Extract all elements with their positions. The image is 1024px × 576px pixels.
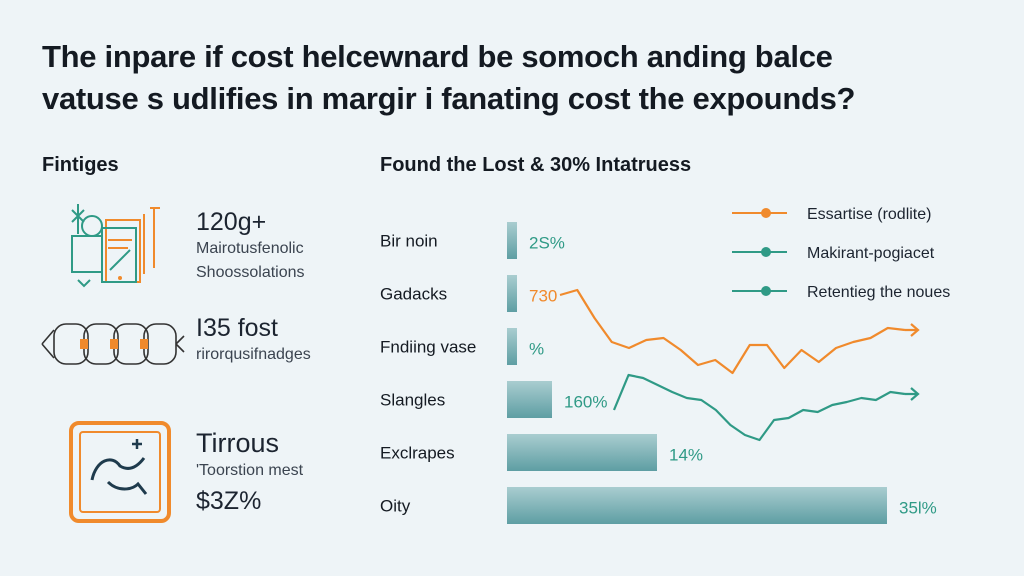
bar-category-label: Exclrapes [380,444,455,463]
stat-1-line-1: Mairotusfenolic [196,240,304,257]
stat-3-extra: $3Z% [196,487,262,515]
legend-marker [761,286,771,296]
legend-marker [761,208,771,218]
line-series [559,288,906,375]
bar-value-label: 160% [564,393,607,412]
legend-label: Essartise (rodlite) [807,206,931,223]
title-line-2: vatuse s udlifies in margir i fanating c… [42,81,856,116]
bar [507,222,517,259]
bar [507,275,517,312]
bar [507,434,657,471]
stat-3-line-1: 'Toorstion mest [196,462,304,479]
bar-value-label: 35l% [899,499,937,518]
bar-category-label: Fndiing vase [380,338,476,357]
bar-value-label: 14% [669,446,703,465]
bar [507,487,887,524]
stat-1: 120g+ Mairotusfenolic Shoossolations [196,208,305,285]
bar-value-label: % [529,340,544,359]
bar-category-label: Slangles [380,391,445,410]
line-series [612,373,906,442]
stat-2-line-1: rirorqusifnadges [196,346,311,363]
document-tablet-icon [71,204,160,288]
bar-value-label: 730 [529,287,557,306]
legend-label: Makirant-pogiacet [807,245,935,262]
framed-bird-icon [69,421,171,523]
title-line-1: The inpare if cost helcewnard be somoch … [42,39,833,74]
bar-value-label: 2S% [529,234,565,253]
bar-category-label: Gadacks [380,285,447,304]
stat-3-value: Tirrous [196,428,280,458]
bar-category-label: Oity [380,497,411,516]
bar [507,328,517,365]
bar [507,381,552,418]
stat-2-value: I35 fost [196,314,278,342]
arrow-icon [905,323,920,337]
page-title: The inpare if cost helcewnard be somoch … [42,36,855,120]
chart-title: Found the Lost & 30% Intatruess [380,154,692,176]
stat-1-line-2: Shoossolations [196,264,305,281]
stat-2: I35 fost rirorqusifnadges [196,314,311,367]
arrow-icon [905,387,920,401]
stat-3: Tirrous 'Toorstion mest $3Z% [196,428,303,516]
legend-label: Retentieg the noues [807,284,950,301]
legend-marker [761,247,771,257]
chain-network-icon [41,323,185,365]
left-heading: Fintiges [42,154,119,176]
stat-1-value: 120g+ [196,208,267,236]
bar-category-label: Bir noin [380,232,438,251]
